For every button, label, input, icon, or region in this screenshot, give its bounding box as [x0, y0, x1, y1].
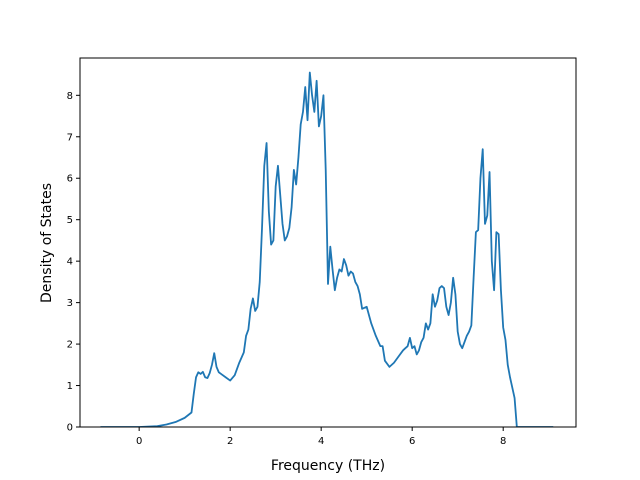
y-tick-label: 1 — [67, 381, 73, 392]
y-axis-label: Density of States — [39, 183, 55, 303]
y-tick-label: 3 — [67, 298, 73, 309]
x-tick-label: 0 — [136, 436, 142, 447]
x-tick-label: 4 — [318, 436, 324, 447]
y-axis-ticks: 0 1 2 3 4 5 6 7 8 — [67, 91, 80, 434]
x-axis-label: Frequency (THz) — [271, 458, 385, 474]
y-tick-label: 6 — [67, 174, 73, 185]
y-tick-label: 4 — [67, 257, 73, 268]
x-tick-label: 2 — [227, 436, 233, 447]
axes-frame — [79, 57, 577, 428]
x-axis-ticks: 0 2 4 6 8 — [136, 427, 506, 447]
x-tick-label: 6 — [409, 436, 415, 447]
dos-series-line — [100, 71, 554, 427]
y-tick-label: 8 — [67, 91, 73, 102]
x-tick-label: 8 — [500, 436, 506, 447]
y-tick-label: 5 — [67, 215, 73, 226]
y-tick-label: 0 — [67, 423, 73, 434]
plot-area — [79, 57, 577, 428]
y-tick-label: 2 — [67, 340, 73, 351]
y-tick-label: 7 — [67, 132, 73, 143]
